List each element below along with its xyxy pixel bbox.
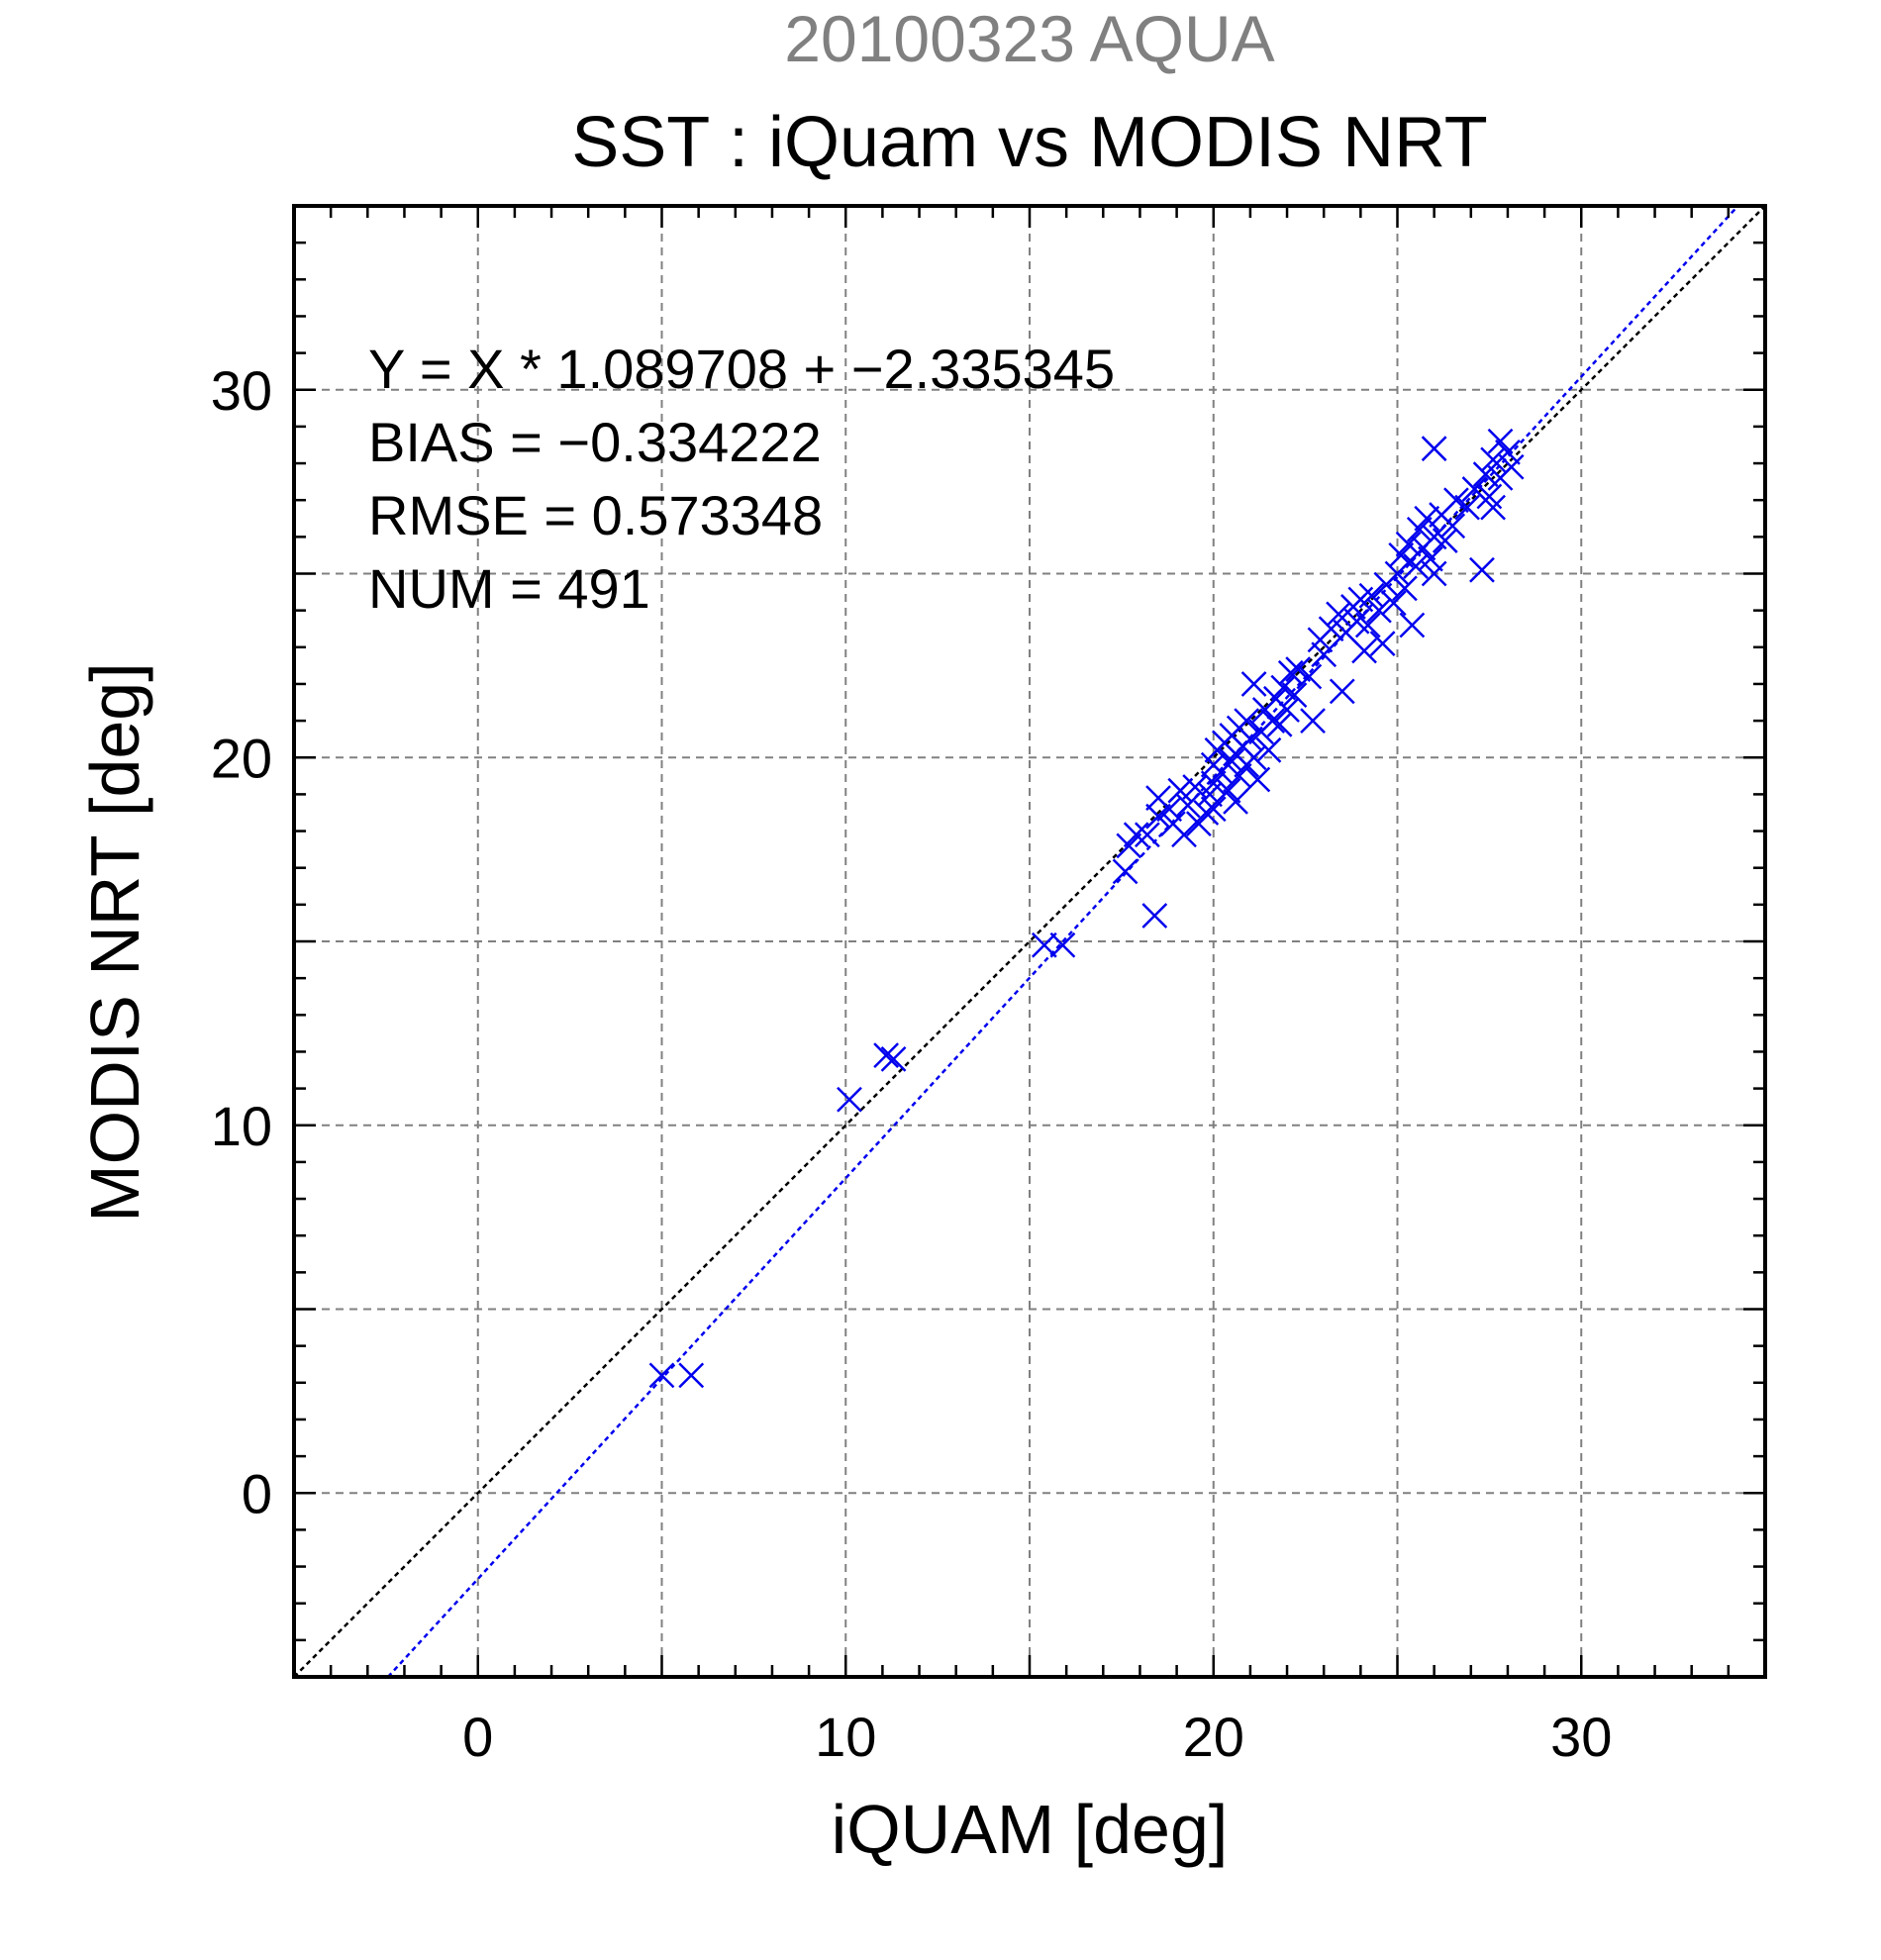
data-point	[1472, 461, 1499, 488]
data-point	[1351, 637, 1377, 664]
data-point	[1266, 711, 1293, 737]
data-point	[1285, 656, 1312, 682]
data-point	[1487, 428, 1514, 454]
data-point	[1358, 582, 1385, 609]
data-point	[1454, 494, 1480, 521]
grid-lines	[294, 206, 1765, 1677]
data-point	[1141, 903, 1168, 929]
data-point	[1380, 590, 1407, 617]
data-point	[1215, 777, 1241, 804]
data-point	[1414, 505, 1440, 532]
data-points	[648, 428, 1525, 1389]
data-point	[1112, 858, 1138, 885]
data-point	[1480, 446, 1506, 473]
chart-subtitle: 20100323 AQUA	[784, 2, 1274, 75]
data-point	[1421, 560, 1447, 587]
data-point	[873, 1042, 899, 1069]
data-point	[1123, 822, 1149, 848]
data-point	[1395, 531, 1422, 557]
data-point	[1311, 641, 1337, 668]
regression-fit-line	[386, 206, 1739, 1677]
y-tick-label: 30	[211, 359, 272, 422]
num-label: NUM = 491	[368, 557, 650, 620]
data-point	[1498, 453, 1525, 480]
axes: 0 10 20 30 0 10 20 30	[211, 204, 1767, 1768]
data-point	[1134, 822, 1160, 848]
bias-label: BIAS = −0.334222	[368, 411, 822, 473]
data-point	[1432, 528, 1458, 553]
data-point	[1167, 777, 1194, 804]
x-tick-label: 20	[1183, 1706, 1244, 1768]
fit-equation-label: Y = X * 1.089708 + −2.335345	[368, 338, 1115, 400]
data-point	[1193, 800, 1220, 826]
data-point	[1329, 678, 1355, 705]
data-point	[1174, 792, 1201, 819]
data-point	[1399, 612, 1426, 638]
data-point	[1469, 556, 1495, 583]
data-point	[1418, 545, 1443, 572]
data-point	[1255, 736, 1282, 763]
data-point	[1049, 931, 1076, 958]
data-point	[1443, 487, 1469, 514]
data-point	[1171, 822, 1197, 848]
data-point	[1200, 796, 1227, 823]
data-point	[1354, 612, 1381, 638]
data-point	[1495, 440, 1521, 465]
data-point	[1223, 788, 1248, 815]
data-point	[1281, 682, 1308, 708]
data-point	[1403, 553, 1429, 579]
y-tick-label: 10	[211, 1095, 272, 1157]
data-point	[1219, 748, 1245, 774]
data-point	[1421, 436, 1447, 462]
data-point	[1388, 542, 1415, 568]
data-point	[1326, 601, 1351, 628]
data-point	[678, 1362, 705, 1389]
data-point	[1318, 616, 1344, 642]
y-tick-label: 0	[242, 1462, 272, 1524]
x-tick-label: 30	[1550, 1706, 1612, 1768]
y-axis-label: MODIS NRT [deg]	[76, 662, 153, 1222]
data-point	[1296, 663, 1323, 690]
data-point	[1369, 631, 1396, 656]
x-tick-label: 10	[815, 1706, 876, 1768]
chart-title: SST : iQuam vs MODIS NRT	[571, 103, 1488, 182]
data-point	[880, 1045, 907, 1072]
data-point	[1439, 513, 1466, 539]
data-point	[837, 1086, 862, 1113]
x-axis-label: iQUAM [deg]	[832, 1791, 1229, 1868]
data-point	[1480, 494, 1506, 521]
rmse-label: RMSE = 0.573348	[368, 484, 823, 546]
data-point	[1270, 674, 1297, 701]
data-point	[1031, 931, 1057, 958]
data-point	[1240, 744, 1267, 771]
data-point	[1366, 597, 1392, 624]
x-tick-label: 0	[462, 1706, 493, 1768]
data-point	[648, 1362, 675, 1389]
data-point	[1259, 708, 1286, 734]
data-point	[1274, 697, 1300, 723]
data-point	[1300, 708, 1326, 734]
data-point	[1145, 803, 1171, 830]
y-tick-label: 20	[211, 727, 272, 789]
data-point	[1240, 671, 1267, 697]
data-point	[1200, 770, 1227, 797]
data-point	[1116, 833, 1142, 859]
data-point	[1244, 766, 1271, 793]
reference-lines	[294, 206, 1765, 1677]
data-point	[1392, 575, 1418, 602]
